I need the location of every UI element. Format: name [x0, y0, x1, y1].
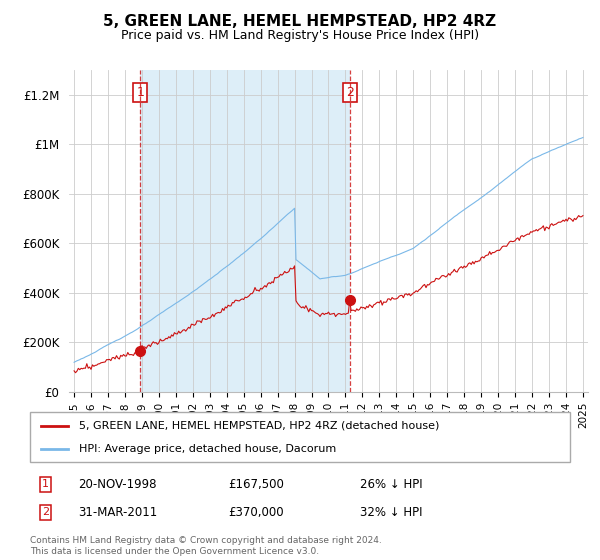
Text: 1: 1 — [42, 479, 49, 489]
Text: 5, GREEN LANE, HEMEL HEMPSTEAD, HP2 4RZ (detached house): 5, GREEN LANE, HEMEL HEMPSTEAD, HP2 4RZ … — [79, 421, 439, 431]
Text: 26% ↓ HPI: 26% ↓ HPI — [360, 478, 422, 491]
Text: 5, GREEN LANE, HEMEL HEMPSTEAD, HP2 4RZ: 5, GREEN LANE, HEMEL HEMPSTEAD, HP2 4RZ — [103, 14, 497, 29]
Text: £167,500: £167,500 — [228, 478, 284, 491]
Text: Price paid vs. HM Land Registry's House Price Index (HPI): Price paid vs. HM Land Registry's House … — [121, 29, 479, 42]
Text: 20-NOV-1998: 20-NOV-1998 — [78, 478, 157, 491]
Text: 1: 1 — [136, 86, 144, 99]
Text: 32% ↓ HPI: 32% ↓ HPI — [360, 506, 422, 519]
FancyBboxPatch shape — [30, 412, 570, 462]
Text: Contains HM Land Registry data © Crown copyright and database right 2024.
This d: Contains HM Land Registry data © Crown c… — [30, 536, 382, 556]
Text: 2: 2 — [346, 86, 353, 99]
Text: 2: 2 — [42, 507, 49, 517]
Text: HPI: Average price, detached house, Dacorum: HPI: Average price, detached house, Daco… — [79, 445, 336, 454]
Text: £370,000: £370,000 — [228, 506, 284, 519]
Bar — [140, 70, 350, 392]
Text: 31-MAR-2011: 31-MAR-2011 — [78, 506, 157, 519]
